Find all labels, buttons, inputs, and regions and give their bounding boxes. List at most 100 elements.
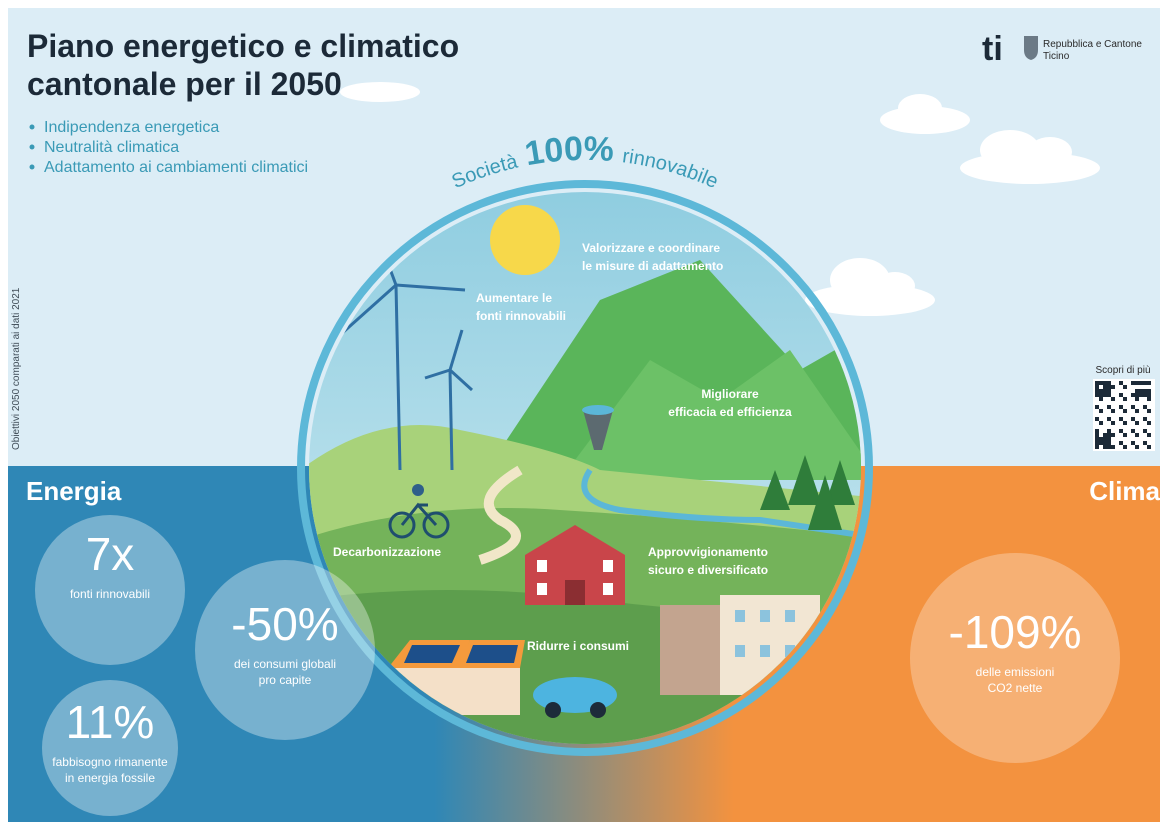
qr-cell (1123, 421, 1127, 425)
qr-cell (1135, 421, 1139, 425)
bullet-text: Adattamento ai cambiamenti climatici (44, 159, 308, 176)
scene-label: fonti rinnovabili (476, 309, 566, 323)
qr-cell (1147, 409, 1151, 413)
stat-circle (910, 553, 1120, 763)
stat-caption: in energia fossile (65, 771, 155, 785)
stat-circle (195, 560, 375, 740)
qr-cell (1099, 409, 1103, 413)
stat-value: -109% (949, 606, 1082, 658)
side-note: Obiettivi 2050 comparati ai dati 2021 (11, 287, 22, 450)
qr-cell (1147, 397, 1151, 401)
qr-cell (1107, 385, 1111, 389)
qr-cell (1131, 417, 1135, 421)
qr-cell (1123, 433, 1127, 437)
qr-cell (1135, 393, 1139, 397)
qr-cell (1147, 445, 1151, 449)
qr-cell (1099, 437, 1103, 441)
qr-cell (1135, 381, 1139, 385)
qr-cell (1143, 417, 1147, 421)
stat-caption: CO2 nette (988, 681, 1043, 695)
bullet-text: Indipendenza energetica (44, 119, 219, 136)
qr-cell (1135, 389, 1139, 393)
qr-cell (1131, 393, 1135, 397)
qr-cell (1107, 433, 1111, 437)
qr-cell (1119, 429, 1123, 433)
qr-cell (1111, 397, 1115, 401)
qr-cell (1143, 441, 1147, 445)
qr-cell (1119, 381, 1123, 385)
qr-cell (1135, 445, 1139, 449)
scene-label: Migliorare (701, 387, 759, 401)
stat-caption: fabbisogno rimanente (52, 755, 168, 769)
scene-label: Approvvigionamento (648, 545, 768, 559)
qr-cell (1107, 445, 1111, 449)
qr-cell (1147, 389, 1151, 393)
qr-cell (1107, 441, 1111, 445)
infographic: Piano energetico e climatico cantonale p… (0, 0, 1167, 833)
qr-cell (1103, 437, 1107, 441)
qr-cell (1131, 429, 1135, 433)
qr-cell (1143, 389, 1147, 393)
qr-cell (1111, 445, 1115, 449)
qr-cell (1147, 393, 1151, 397)
scene-label: le misure di adattamento (582, 259, 723, 273)
qr-cell (1107, 389, 1111, 393)
scene-label: Decarbonizzazione (333, 545, 441, 559)
stat-caption: delle emissioni (976, 665, 1055, 679)
scene-label: Valorizzare e coordinare (582, 241, 720, 255)
qr-label: Scopri di più (1095, 365, 1150, 376)
title-line: cantonale per il 2050 (27, 66, 342, 102)
qr-cell (1103, 393, 1107, 397)
qr-cell (1107, 381, 1111, 385)
section-title: Clima (1089, 476, 1160, 506)
qr-cell (1147, 381, 1151, 385)
qr-cell (1135, 397, 1139, 401)
title-line: Piano energetico e climatico (27, 28, 459, 64)
qr-cell (1095, 445, 1099, 449)
qr-cell (1099, 421, 1103, 425)
qr-cell (1099, 441, 1103, 445)
qr-cell (1111, 409, 1115, 413)
qr-cell (1119, 417, 1123, 421)
stat-caption: dei consumi globali (234, 657, 336, 671)
scene-label: efficacia ed efficienza (668, 405, 792, 419)
qr-cell (1103, 385, 1107, 389)
stat-value: 11% (66, 696, 155, 748)
qr-cell (1111, 421, 1115, 425)
qr-cell (1103, 389, 1107, 393)
arc-highlight: 100% (522, 130, 615, 174)
qr-cell (1139, 389, 1143, 393)
qr-cell (1119, 393, 1123, 397)
qr-cell (1099, 393, 1103, 397)
qr-code[interactable] (1093, 379, 1155, 451)
qr-cell (1143, 393, 1147, 397)
qr-cell (1131, 441, 1135, 445)
logo-shield (1024, 36, 1038, 60)
qr-cell (1111, 385, 1115, 389)
page: Piano energetico e climatico cantonale p… (0, 0, 1167, 833)
qr-cell (1139, 393, 1143, 397)
qr-cell (1095, 393, 1099, 397)
qr-cell (1143, 381, 1147, 385)
qr-cell (1095, 385, 1099, 389)
qr-cell (1131, 381, 1135, 385)
qr-cell (1095, 429, 1099, 433)
qr-cell (1119, 405, 1123, 409)
qr-cell (1147, 421, 1151, 425)
qr-cell (1099, 381, 1103, 385)
qr-cell (1123, 409, 1127, 413)
qr-cell (1099, 389, 1103, 393)
qr-cell (1103, 433, 1107, 437)
qr-cell (1103, 381, 1107, 385)
qr-cell (1095, 417, 1099, 421)
qr-cell (1123, 385, 1127, 389)
stat-caption: fonti rinnovabili (70, 587, 150, 601)
scene-label: Aumentare le (476, 291, 552, 305)
qr-cell (1111, 433, 1115, 437)
qr-cell (1095, 405, 1099, 409)
qr-cell (1095, 433, 1099, 437)
qr-cell (1095, 381, 1099, 385)
qr-cell (1099, 397, 1103, 401)
qr-cell (1107, 437, 1111, 441)
qr-cell (1123, 397, 1127, 401)
